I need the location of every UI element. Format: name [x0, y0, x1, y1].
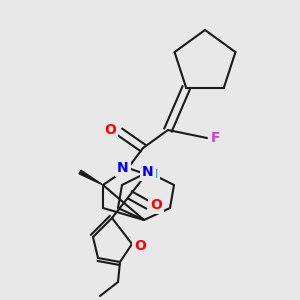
Polygon shape: [79, 170, 103, 185]
Text: N: N: [117, 161, 129, 175]
Text: N: N: [142, 165, 154, 179]
Text: H: H: [148, 169, 158, 182]
Text: F: F: [210, 131, 220, 145]
Text: O: O: [150, 198, 162, 212]
Text: O: O: [134, 239, 146, 253]
Text: O: O: [104, 123, 116, 137]
